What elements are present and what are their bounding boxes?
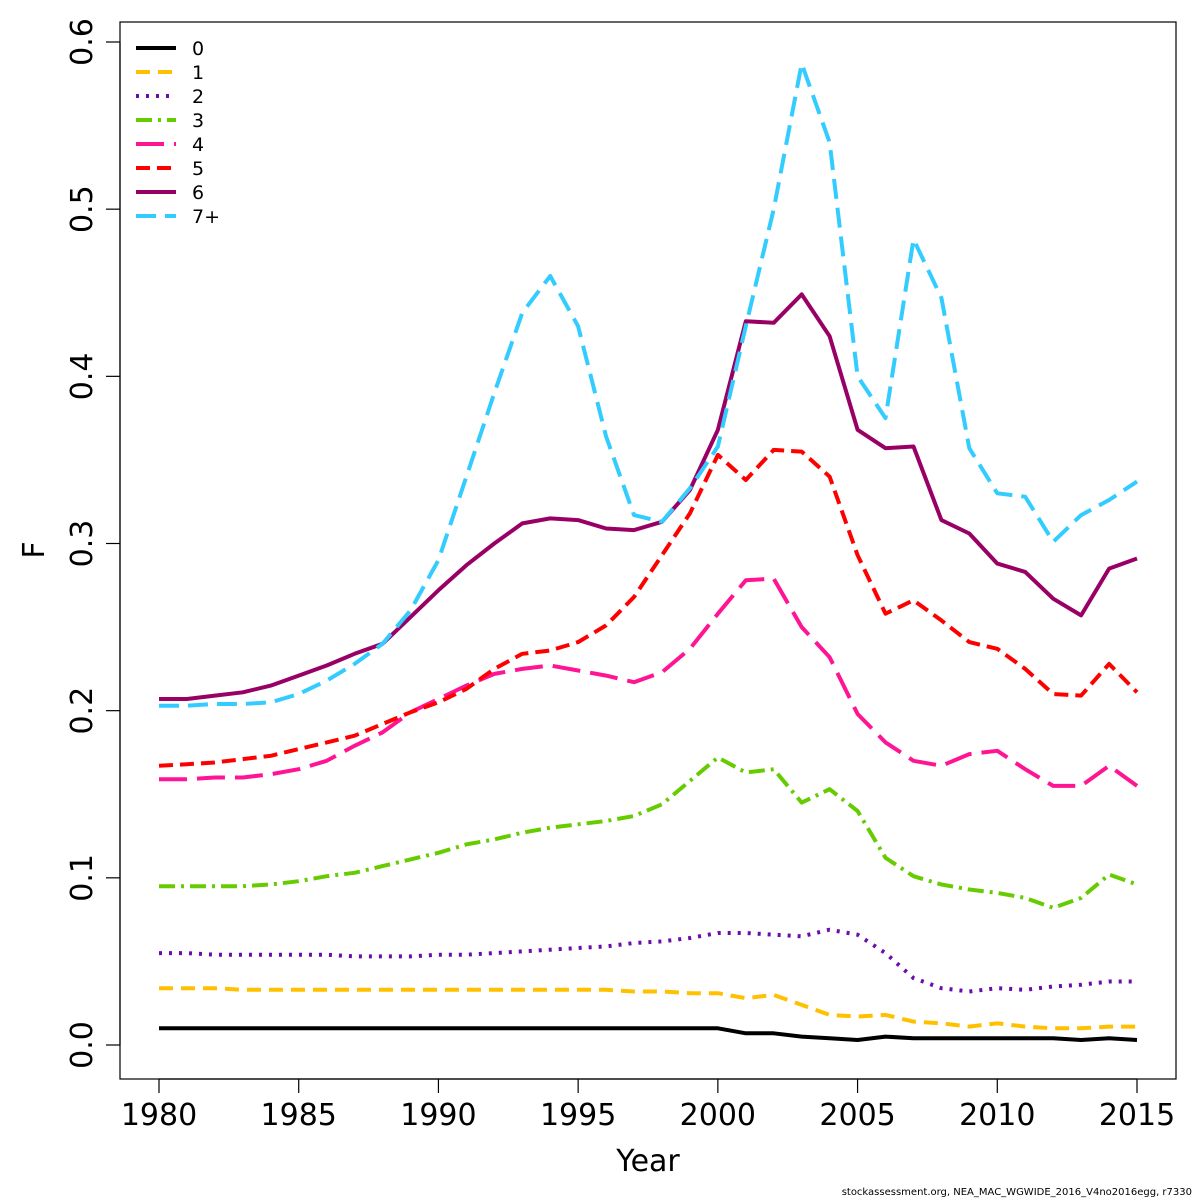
y-axis-title: F: [17, 541, 52, 558]
x-tick-label: 2000: [680, 1098, 756, 1133]
y-tick-label: 0.1: [65, 854, 100, 902]
legend-label: 2: [192, 86, 204, 108]
series-line-3: [159, 755, 1138, 910]
y-axis: 0.0 0.1 0.2 0.3 0.4 0.5 0.6: [65, 18, 121, 1069]
x-tick-label: 1990: [400, 1098, 476, 1133]
series-line-1: [159, 986, 1137, 1031]
series-line-2: [159, 927, 1137, 994]
y-tick-label: 0.2: [65, 687, 100, 735]
plot-frame: [119, 21, 1177, 1080]
legend-label: 5: [192, 158, 204, 180]
series-line-0: [159, 1026, 1138, 1042]
legend-label: 7+: [192, 206, 220, 228]
series-line-7plus: [159, 61, 1139, 708]
x-tick-label: 1980: [121, 1098, 197, 1133]
series-layer: [158, 61, 1139, 1042]
x-axis-title: Year: [615, 1144, 680, 1179]
legend-label: 0: [192, 38, 204, 60]
y-tick-label: 0.5: [65, 185, 100, 233]
legend-label: 3: [192, 110, 204, 132]
x-axis: 1980 1985 1990 1995 2000 2005 2010 2015: [121, 1078, 1175, 1133]
series-line-5: [158, 447, 1139, 768]
y-tick-label: 0.0: [65, 1021, 100, 1069]
credit-text: stockassessment.org, NEA_MAC_WGWIDE_2016…: [841, 1187, 1192, 1198]
x-tick-label: 1995: [540, 1098, 616, 1133]
series-line-6: [159, 292, 1138, 701]
y-tick-label: 0.6: [65, 18, 100, 66]
x-tick-label: 2005: [819, 1098, 895, 1133]
x-tick-label: 1985: [261, 1098, 337, 1133]
legend-label: 1: [192, 62, 204, 84]
y-tick-label: 0.4: [65, 352, 100, 400]
legend-label: 4: [192, 134, 204, 156]
y-tick-label: 0.3: [65, 520, 100, 568]
series-line-4: [159, 576, 1139, 788]
x-tick-label: 2010: [959, 1098, 1035, 1133]
legend-label: 6: [192, 182, 204, 204]
x-tick-label: 2015: [1099, 1098, 1175, 1133]
